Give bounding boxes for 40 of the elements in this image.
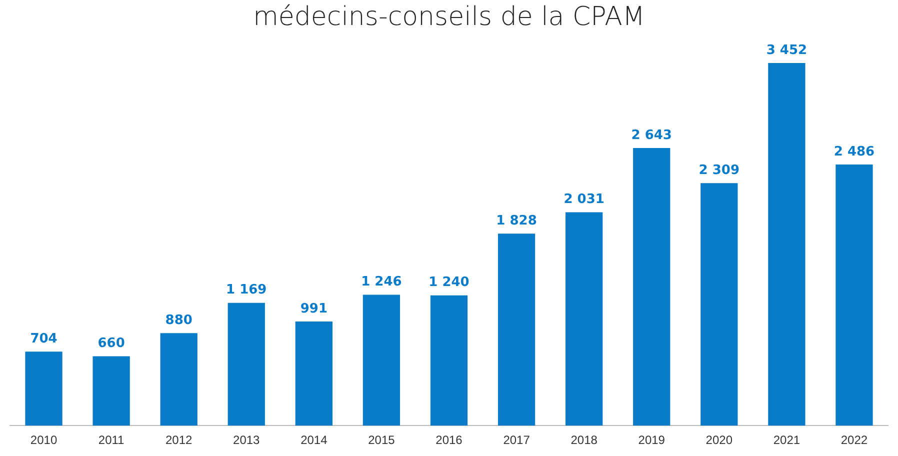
bar	[836, 164, 873, 426]
bar	[295, 322, 332, 426]
x-tick-label: 2016	[436, 433, 463, 448]
x-tick-label: 2022	[840, 433, 868, 448]
data-label: 2 486	[834, 144, 875, 160]
x-tick-label: 2010	[30, 433, 58, 448]
bar	[160, 333, 198, 426]
bar	[92, 356, 130, 426]
bar	[228, 302, 265, 426]
data-label: 1 246	[361, 274, 402, 290]
data-label: 3 452	[766, 42, 808, 58]
data-label: 2 309	[698, 162, 740, 178]
data-label: 2 031	[564, 192, 604, 208]
x-tick-label: 2021	[773, 433, 800, 448]
bar	[768, 63, 806, 426]
data-label: 1 169	[226, 282, 267, 298]
data-label: 660	[98, 336, 125, 352]
bar	[25, 352, 62, 426]
bar	[362, 294, 400, 426]
bar	[498, 234, 536, 426]
bar	[566, 212, 603, 426]
chart-title: médecins-conseils de la CPAM	[252, 1, 646, 34]
x-tick-label: 2013	[233, 433, 260, 448]
data-label: 1 828	[496, 213, 537, 228]
x-tick-label: 2011	[98, 433, 125, 448]
bar	[700, 183, 738, 426]
data-label: 704	[30, 332, 58, 347]
data-label: 991	[300, 301, 328, 316]
data-label: 880	[165, 313, 192, 328]
x-tick-label: 2012	[165, 433, 193, 448]
x-tick-label: 2017	[503, 433, 530, 448]
data-label: 1 240	[428, 275, 470, 290]
x-tick-label: 2019	[638, 433, 666, 448]
x-tick-label: 2018	[570, 433, 598, 448]
bar	[430, 295, 468, 426]
x-tick-label: 2014	[300, 433, 328, 448]
bar	[633, 148, 670, 426]
x-tick-label: 2015	[368, 433, 396, 448]
data-label: 2 643	[631, 128, 672, 143]
x-tick-label: 2020	[706, 433, 733, 448]
